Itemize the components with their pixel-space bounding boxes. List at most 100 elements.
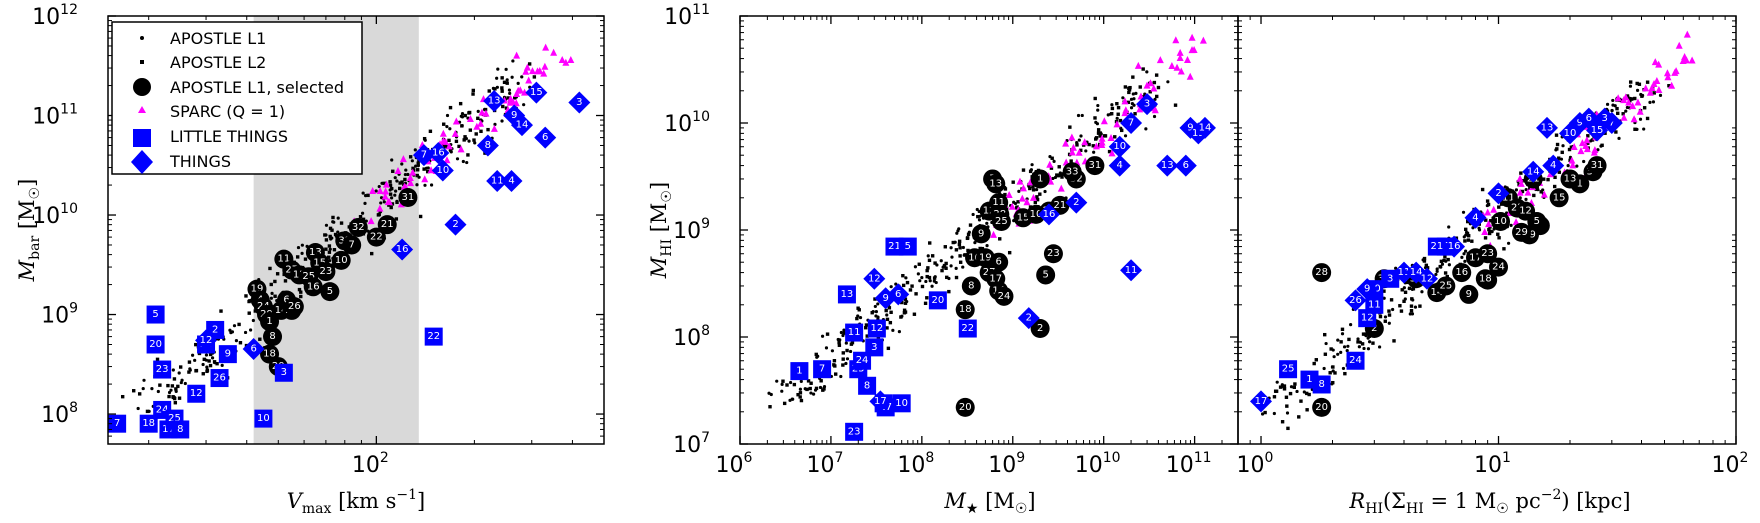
- apostle-l2-point: [447, 138, 451, 143]
- apostle-l1-point: [467, 139, 471, 143]
- apostle-l1-point: [1132, 97, 1136, 101]
- y-tick-base: 10: [673, 326, 701, 351]
- apostle-l1-point: [363, 194, 368, 198]
- point-id-label: 17: [874, 396, 887, 407]
- apostle-l2-point: [1282, 387, 1287, 391]
- point-id-label: 12: [190, 388, 203, 399]
- square-marker: 13: [837, 285, 856, 304]
- apostle-l1-point: [1043, 189, 1047, 194]
- apostle-l2-point: [394, 217, 399, 221]
- diamond-marker: 10: [1108, 135, 1131, 158]
- circle-marker: 5: [320, 282, 340, 302]
- circle-marker: 28: [1312, 263, 1332, 283]
- diamond-marker: 13: [1535, 116, 1558, 139]
- sparc-point: [1047, 177, 1055, 185]
- apostle-l2-point: [297, 287, 302, 292]
- apostle-l1-point: [1434, 272, 1438, 277]
- apostle-l1-point: [1635, 127, 1639, 131]
- apostle-l2-point: [1489, 219, 1493, 223]
- apostle-l1-point: [1420, 290, 1424, 294]
- x-tick-label: 102: [1712, 450, 1749, 478]
- sparc-point: [1591, 146, 1599, 154]
- apostle-l2-point: [1098, 131, 1102, 135]
- apostle-l2-point: [901, 283, 906, 288]
- apostle-l2-point: [856, 306, 860, 310]
- apostle-l2-point: [832, 359, 837, 363]
- apostle-l1-point: [1625, 105, 1630, 110]
- apostle-l1-point: [1336, 352, 1340, 356]
- sparc-point: [1583, 145, 1591, 153]
- circle-marker: 31: [1587, 156, 1607, 176]
- apostle-l1-point: [1462, 252, 1466, 256]
- apostle-l2-point: [1031, 188, 1036, 192]
- apostle-l1-point: [465, 160, 469, 165]
- circle-marker: 29: [1512, 222, 1532, 242]
- apostle-l1-point: [950, 255, 954, 259]
- sparc-point: [381, 192, 389, 200]
- apostle-l2-point: [1323, 352, 1328, 356]
- apostle-l1-point: [191, 353, 195, 357]
- apostle-l2-point: [899, 315, 903, 319]
- apostle-l2-point: [782, 401, 787, 406]
- point-id-label: 12: [1361, 313, 1374, 324]
- apostle-l2-point: [1098, 134, 1102, 138]
- apostle-l2-point: [502, 80, 507, 85]
- legend-marker-apostle-selected: [133, 78, 151, 96]
- apostle-l1-point: [780, 382, 784, 386]
- point-id-label: 8: [269, 331, 275, 342]
- apostle-l1-point: [844, 361, 848, 366]
- things-point: [476, 134, 499, 157]
- apostle-l1-point: [360, 211, 365, 215]
- point-id-label: 8: [485, 140, 491, 151]
- y-tick-exp: 10: [60, 201, 78, 217]
- x-tick-exp: 1: [1502, 450, 1511, 466]
- y-tick-exp: 12: [60, 2, 78, 18]
- apostle-l2-point: [1633, 127, 1637, 131]
- point-id-label: 9: [225, 349, 231, 360]
- x-tick-label: 109: [988, 450, 1025, 478]
- apostle-l2-point: [1107, 149, 1112, 154]
- apostle-l2-point: [194, 342, 198, 347]
- legend-marker-apostle-l1: [140, 36, 144, 40]
- sparc-point: [1688, 56, 1696, 64]
- sparc-point: [562, 58, 570, 66]
- sparc-point: [1100, 117, 1108, 125]
- point-id-label: 15: [530, 87, 543, 98]
- apostle-l2-point: [1422, 259, 1427, 263]
- apostle-l2-point: [958, 254, 962, 258]
- apostle-l1-point: [177, 371, 181, 375]
- apostle-l2-point: [885, 326, 889, 330]
- point-id-label: 10: [895, 398, 908, 409]
- sparc-point: [439, 129, 447, 137]
- apostle-l2-point: [1497, 205, 1501, 209]
- apostle-l2-point: [927, 258, 932, 263]
- x-axis-label-middle: M★ [M☉]: [943, 489, 1035, 517]
- sparc-point: [1092, 142, 1100, 150]
- sparc-point: [1075, 148, 1083, 156]
- apostle-l2-point: [358, 214, 363, 219]
- apostle-l2-point: [1128, 85, 1132, 90]
- legend-label-things: THINGS: [169, 152, 231, 171]
- point-id-label: 23: [1047, 248, 1060, 259]
- apostle-selected-point: [1478, 244, 1498, 264]
- sparc-point: [1490, 205, 1498, 213]
- apostle-l2-point: [219, 309, 223, 313]
- apostle-l1-point: [393, 193, 397, 197]
- point-id-label: 2: [1371, 323, 1377, 334]
- apostle-l2-point: [1628, 80, 1633, 84]
- point-id-label: 15: [1017, 212, 1030, 223]
- sparc-point: [384, 197, 392, 205]
- things-point: [1174, 154, 1197, 177]
- apostle-l1-point: [511, 59, 515, 63]
- y-tick-exp: 9: [701, 216, 710, 232]
- apostle-l2-point: [1463, 239, 1467, 243]
- apostle-l1-point: [232, 324, 237, 328]
- apostle-l1-point: [201, 362, 205, 367]
- things-point: [486, 169, 509, 192]
- apostle-l1-point: [493, 122, 497, 126]
- point-id-label: 12: [1421, 273, 1434, 284]
- apostle-l1-point: [918, 279, 922, 283]
- point-id-label: 6: [1183, 160, 1189, 171]
- apostle-l1-point: [510, 75, 514, 79]
